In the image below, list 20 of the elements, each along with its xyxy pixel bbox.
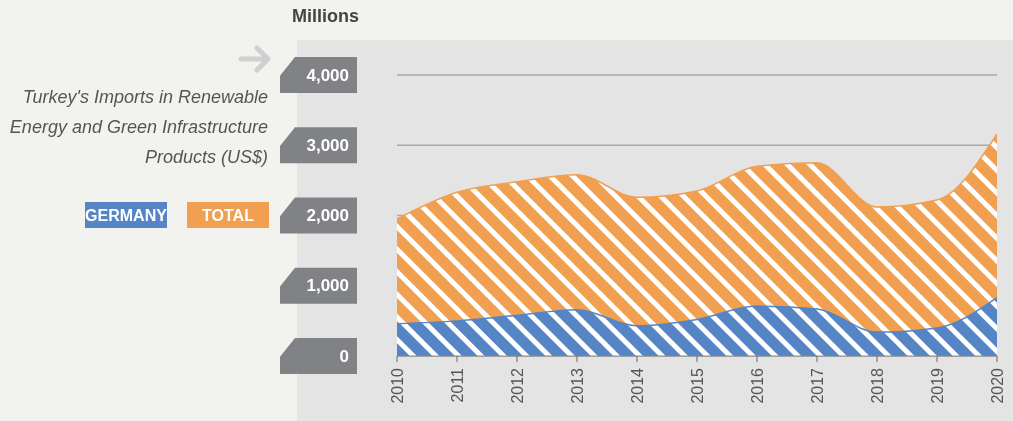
y-tick-label: 2,000 [306, 206, 349, 225]
x-tick-label: 2017 [808, 367, 826, 404]
y-tick-label: 3,000 [306, 135, 349, 155]
x-tick-label: 2016 [748, 367, 766, 404]
x-tick-label: 2013 [568, 367, 586, 404]
text: TOTAL [202, 206, 255, 224]
y-axis-title: Millions [292, 6, 359, 27]
text: GERMANY [85, 206, 168, 224]
y-tick-label: 4,000 [306, 65, 349, 85]
x-tick-label: 2014 [628, 367, 646, 404]
text: Turkey's Imports in Renewable Energy and Green Infrastructure Products (US$) [8, 86, 268, 169]
x-tick-label: 2011 [448, 367, 466, 403]
x-tick-label: 2015 [688, 367, 706, 404]
y-tick-label: 0 [339, 346, 349, 366]
x-tick-label: 2019 [928, 367, 946, 404]
x-tick-label: 2020 [988, 367, 1006, 404]
x-tick-label: 2012 [508, 367, 526, 404]
x-tick-label: 2010 [388, 367, 406, 404]
x-tick-label: 2018 [868, 367, 886, 404]
y-tick-label: 1,000 [306, 276, 349, 296]
